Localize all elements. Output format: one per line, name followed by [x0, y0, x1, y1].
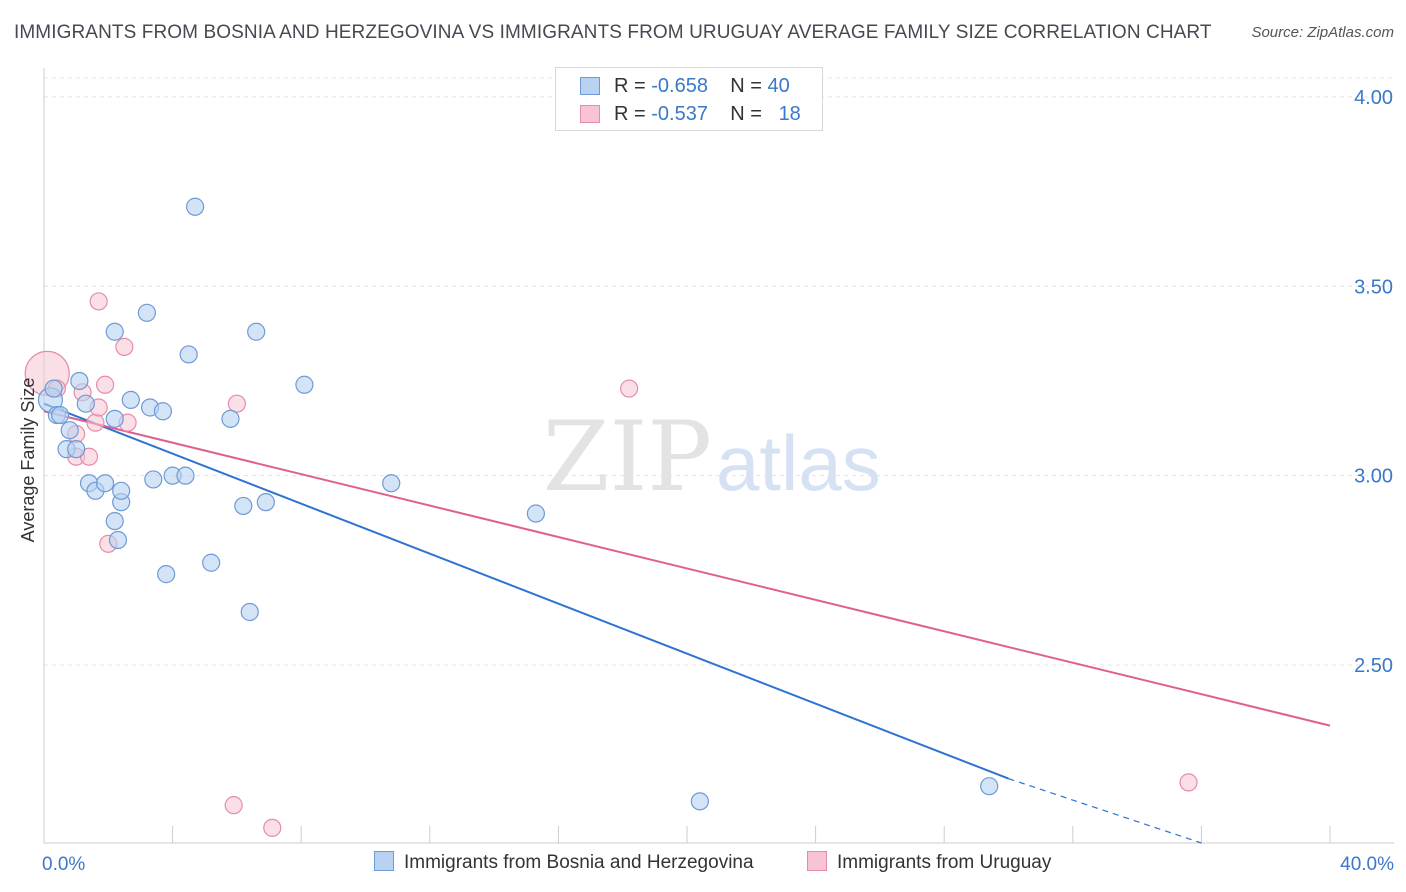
data-point-uruguay — [89, 292, 108, 311]
data-point-bosnia — [105, 511, 124, 531]
legend-r-value-uruguay: -0.537 — [651, 103, 708, 125]
x-tick-label: 40.0% — [1340, 854, 1394, 875]
trend-line-bosnia-extension — [1008, 778, 1202, 844]
source-label: Source: ZipAtlas.com — [1251, 24, 1394, 41]
data-point-uruguay — [227, 394, 246, 413]
data-point-bosnia — [234, 496, 253, 516]
data-point-bosnia — [70, 371, 89, 391]
legend-r-label: R = — [614, 103, 646, 125]
bottom-legend-label-uruguay: Immigrants from Uruguay — [837, 852, 1052, 873]
data-point-uruguay — [620, 379, 639, 398]
chart-title: IMMIGRANTS FROM BOSNIA AND HERZEGOVINA V… — [14, 22, 1212, 43]
data-point-bosnia — [690, 792, 709, 811]
data-point-bosnia — [95, 474, 115, 493]
bottom-legend-swatch-bosnia — [374, 851, 394, 871]
trend-line-uruguay — [43, 410, 1331, 727]
data-point-bosnia — [176, 466, 195, 485]
data-point-bosnia — [247, 322, 266, 341]
data-point-bosnia — [295, 375, 314, 394]
legend-r-label: R = — [614, 75, 646, 97]
data-point-uruguay — [1179, 773, 1198, 792]
watermark-atlas: atlas — [716, 419, 881, 507]
legend-text-bosnia: R = -0.658 N = 40 — [614, 75, 790, 98]
data-point-bosnia — [202, 553, 221, 572]
data-point-uruguay — [115, 337, 134, 356]
trend-lines — [43, 402, 1331, 844]
data-point-bosnia — [179, 345, 198, 364]
tick-labels: 2.50 3.00 3.50 4.00 0.0% 40.0% Average Family … — [18, 87, 1394, 875]
data-point-uruguay — [95, 375, 115, 394]
data-point-bosnia — [67, 440, 86, 459]
data-point-bosnia — [121, 390, 140, 410]
data-point-bosnia — [105, 409, 124, 428]
legend-swatch-bosnia — [580, 77, 600, 95]
legend-n-label: N = — [730, 75, 762, 97]
data-point-bosnia — [144, 470, 163, 489]
bottom-legend-swatch-uruguay — [807, 851, 827, 871]
data-points — [24, 197, 1198, 837]
data-point-bosnia — [186, 197, 205, 216]
bottom-legend-label-bosnia: Immigrants from Bosnia and Herzegovina — [404, 852, 754, 873]
trend-line-bosnia — [43, 402, 1009, 780]
data-point-bosnia — [60, 421, 79, 440]
watermark-zip: ZIP — [543, 401, 712, 513]
x-tick-label: 0.0% — [42, 854, 85, 875]
data-point-bosnia — [105, 322, 124, 341]
legend-n-label: N = — [730, 103, 762, 125]
data-point-bosnia — [382, 474, 401, 493]
y-tick-label: 3.00 — [1354, 466, 1393, 488]
legend-n-value-bosnia: 40 — [767, 75, 790, 97]
legend-row-bosnia: R = -0.658 N = 40 — [556, 73, 822, 101]
y-axis-title: Average Family Size — [18, 378, 38, 543]
y-tick-label: 4.00 — [1354, 87, 1393, 109]
data-point-bosnia — [76, 394, 95, 413]
data-point-bosnia — [980, 777, 999, 796]
legend-r-value-bosnia: -0.658 — [651, 75, 708, 97]
data-point-bosnia — [50, 405, 70, 425]
data-point-bosnia — [157, 565, 176, 584]
legend-row-uruguay: R = -0.537 N = 18 — [556, 101, 822, 129]
legend-swatch-uruguay — [580, 105, 600, 123]
data-point-bosnia — [112, 481, 131, 500]
legend-text-uruguay: R = -0.537 N = 18 — [614, 103, 801, 126]
axes — [43, 68, 1394, 844]
data-point-bosnia — [108, 530, 128, 550]
y-tick-label: 2.50 — [1354, 655, 1393, 677]
legend-n-value-uruguay: 18 — [778, 103, 801, 125]
data-point-uruguay — [224, 796, 243, 815]
data-point-uruguay — [263, 818, 282, 837]
data-point-bosnia — [240, 602, 259, 622]
stats-legend: R = -0.658 N = 40 R = -0.537 N = 18 — [555, 67, 823, 131]
bottom-legend-bosnia: Immigrants from Bosnia and Herzegovina — [374, 851, 754, 877]
data-point-bosnia — [221, 409, 240, 428]
data-point-bosnia — [137, 303, 156, 322]
data-point-bosnia — [44, 379, 63, 398]
data-point-bosnia — [256, 493, 275, 512]
bottom-legend-uruguay: Immigrants from Uruguay — [807, 851, 1051, 877]
data-point-bosnia — [153, 402, 173, 421]
watermark: ZIP atlas — [543, 401, 881, 513]
data-point-bosnia — [526, 504, 545, 523]
y-tick-label: 3.50 — [1354, 276, 1393, 298]
data-point-uruguay — [86, 413, 105, 432]
